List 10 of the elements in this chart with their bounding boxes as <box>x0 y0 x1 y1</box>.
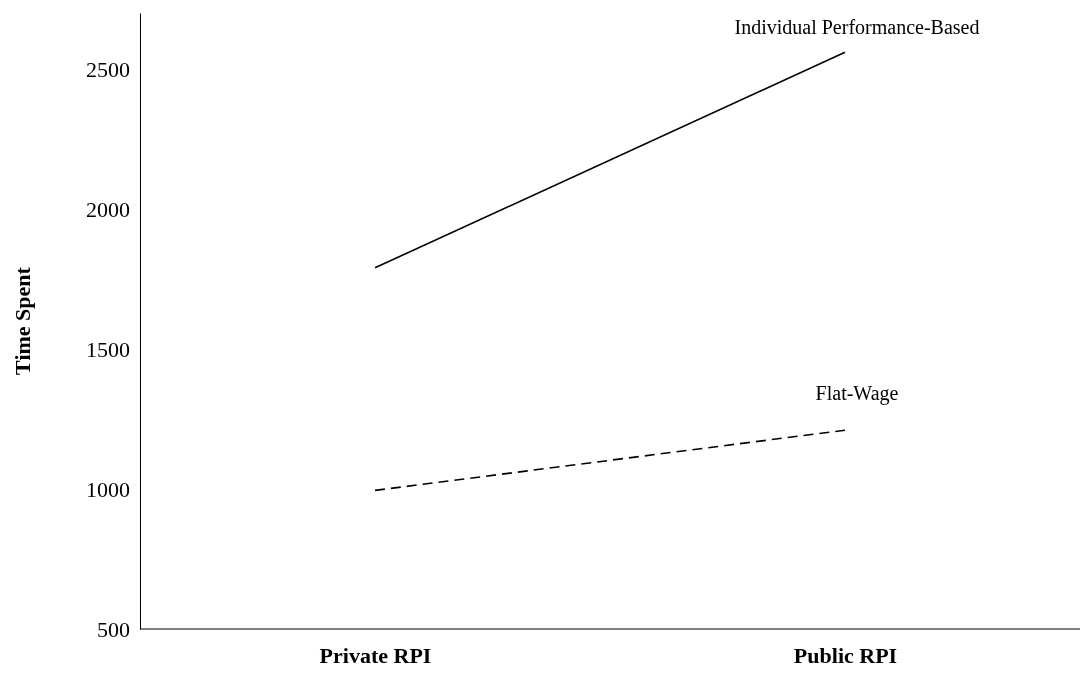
series-label: Flat-Wage <box>815 382 899 406</box>
series-label: Individual Performance-Based <box>734 16 980 39</box>
x-tick-label: Private RPI <box>319 642 432 668</box>
y-tick-label: 1500 <box>86 336 130 362</box>
y-axis-title: Time Spent <box>10 266 35 375</box>
y-tick-label: 2000 <box>86 196 130 222</box>
y-tick-label: 1000 <box>86 476 130 502</box>
x-tick-label: Public RPI <box>793 642 898 668</box>
y-tick-label: 500 <box>97 616 130 642</box>
y-tick-label: 2500 <box>86 56 130 82</box>
